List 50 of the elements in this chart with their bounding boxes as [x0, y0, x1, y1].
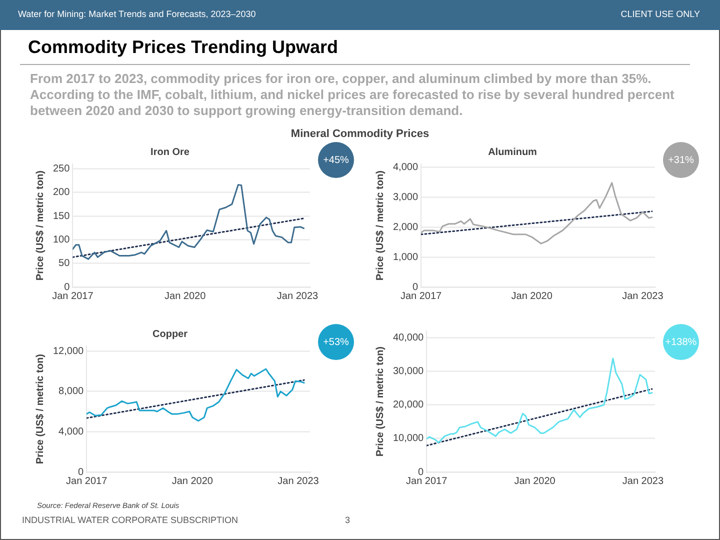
- y-tick-label: 20,000: [392, 400, 424, 411]
- y-tick-label: 100: [52, 234, 70, 246]
- x-tick-label: Jan 2023: [278, 476, 320, 487]
- y-tick-label: 0: [78, 466, 84, 478]
- y-tick-label: 250: [52, 163, 70, 174]
- x-tick-label: Jan 2020: [172, 476, 214, 487]
- chart-title: Copper: [152, 328, 188, 340]
- y-tick-label: 50: [58, 258, 70, 270]
- text: +31%: [663, 142, 699, 178]
- y-axis-title: Price (US$ / metric ton): [374, 170, 386, 281]
- text: Commodity Prices Trending Upward: [28, 37, 338, 58]
- y-tick-label: 4,000: [58, 426, 84, 438]
- chart-title: Iron Ore: [150, 146, 190, 158]
- y-tick-label: 0: [418, 466, 424, 478]
- y-tick-label: 1,000: [392, 252, 418, 263]
- y-tick-label: 4,000: [392, 162, 418, 173]
- text: +45%: [318, 142, 354, 178]
- x-tick-label: Jan 2020: [511, 290, 553, 302]
- text: CLIENT USE ONLY: [620, 9, 700, 19]
- text: From 2017 to 2023, commodity prices for iron ore, copper, and aluminum climbed by more than 35%. According to the IMF, cobalt, lithium, and nickel prices are forecasted to rise by several hundred percent between 2020 and 2030 to support growing energy-transition demand.: [30, 71, 676, 119]
- y-axis-title: Price (US$ / metric ton): [34, 170, 46, 281]
- y-tick-label: 200: [52, 187, 70, 198]
- x-tick-label: Jan 2023: [622, 476, 664, 487]
- x-tick-label: Jan 2017: [66, 476, 108, 487]
- y-axis-title: Price (US$ / metric ton): [34, 354, 46, 464]
- x-tick-label: Jan 2020: [514, 476, 556, 487]
- text: 3: [345, 515, 350, 525]
- y-tick-label: 2,000: [392, 222, 418, 233]
- x-tick-label: Jan 2023: [276, 290, 319, 302]
- y-axis-title: Price (US$ / metric ton): [374, 346, 386, 457]
- chart-title: Aluminum: [488, 146, 538, 158]
- y-tick-label: 0: [412, 282, 418, 293]
- y-tick-label: 150: [52, 210, 70, 222]
- text: Mineral Commodity Prices: [290, 128, 430, 140]
- y-tick-label: 40,000: [392, 332, 424, 344]
- y-tick-label: 30,000: [392, 366, 424, 378]
- x-tick-label: Jan 2023: [622, 290, 664, 302]
- text: INDUSTRIAL WATER CORPORATE SUBSCRIPTION: [22, 515, 238, 525]
- x-tick-label: Jan 2017: [52, 290, 94, 302]
- x-tick-label: Jan 2020: [164, 290, 206, 302]
- text: +53%: [318, 324, 354, 360]
- y-tick-label: 10,000: [392, 433, 424, 444]
- x-tick-label: Jan 2017: [406, 476, 448, 487]
- y-tick-label: 3,000: [392, 192, 418, 203]
- y-tick-label: 0: [64, 282, 70, 293]
- text: Water for Mining: Market Trends and Forecasts, 2023–2030: [18, 9, 256, 19]
- x-tick-label: Jan 2017: [400, 290, 442, 302]
- y-tick-label: 8,000: [58, 386, 84, 398]
- y-tick-label: 12,000: [52, 346, 84, 357]
- text: +138%: [663, 324, 699, 360]
